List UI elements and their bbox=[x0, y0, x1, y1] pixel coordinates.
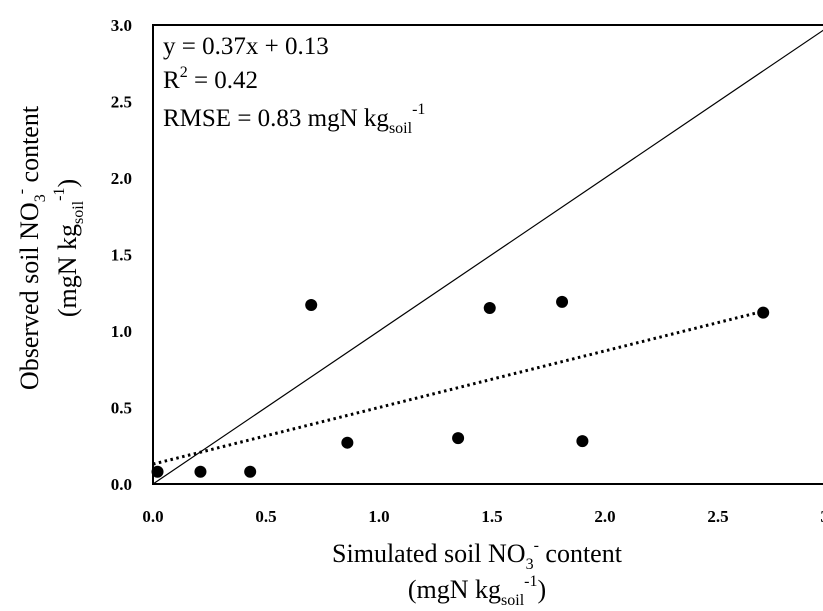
r2-annotation: R2 = 0.42 bbox=[163, 64, 258, 94]
data-point-5 bbox=[341, 437, 353, 449]
data-point-3 bbox=[244, 466, 256, 478]
x-axis-title-line1: Simulated soil NO3- content bbox=[332, 537, 623, 573]
y-axis-title-line1: Observed soil NO3- content bbox=[13, 105, 49, 390]
data-point-6 bbox=[452, 432, 464, 444]
y-tick-label-3: 1.5 bbox=[111, 246, 132, 265]
equation-annotation: y = 0.37x + 0.13 bbox=[163, 33, 329, 60]
y-tick-label-5: 2.5 bbox=[111, 93, 132, 112]
y-axis-title-line2: (mgN kgsoil-1) bbox=[51, 179, 87, 317]
x-tick-label-4: 2.0 bbox=[594, 507, 615, 526]
data-point-10 bbox=[757, 307, 769, 319]
data-point-7 bbox=[484, 302, 496, 314]
y-tick-label-4: 2.0 bbox=[111, 169, 132, 188]
x-tick-label-5: 2.5 bbox=[707, 507, 728, 526]
y-tick-label-6: 3.0 bbox=[111, 16, 132, 35]
x-tick-label-2: 1.0 bbox=[368, 507, 389, 526]
y-axis-ticks: 0.0 0.5 1.0 1.5 2.0 2.5 3.0 bbox=[111, 16, 132, 494]
x-tick-label-1: 0.5 bbox=[255, 507, 276, 526]
x-tick-label-3: 1.5 bbox=[481, 507, 502, 526]
y-tick-label-2: 1.0 bbox=[111, 322, 132, 341]
y-tick-label-0: 0.0 bbox=[111, 475, 132, 494]
x-tick-label-0: 0.0 bbox=[142, 507, 163, 526]
data-point-2 bbox=[194, 466, 206, 478]
data-point-1 bbox=[152, 466, 164, 478]
y-tick-label-1: 0.5 bbox=[111, 399, 132, 418]
data-point-9 bbox=[576, 435, 588, 447]
data-point-4 bbox=[305, 299, 317, 311]
x-axis-title-line2: (mgN kgsoil-1) bbox=[408, 573, 546, 609]
rmse-annotation: RMSE = 0.83 mgN kgsoil-1 bbox=[163, 101, 425, 137]
x-axis-ticks: 0.00.51.01.52.02.53.0 bbox=[142, 507, 823, 526]
data-point-8 bbox=[556, 296, 568, 308]
